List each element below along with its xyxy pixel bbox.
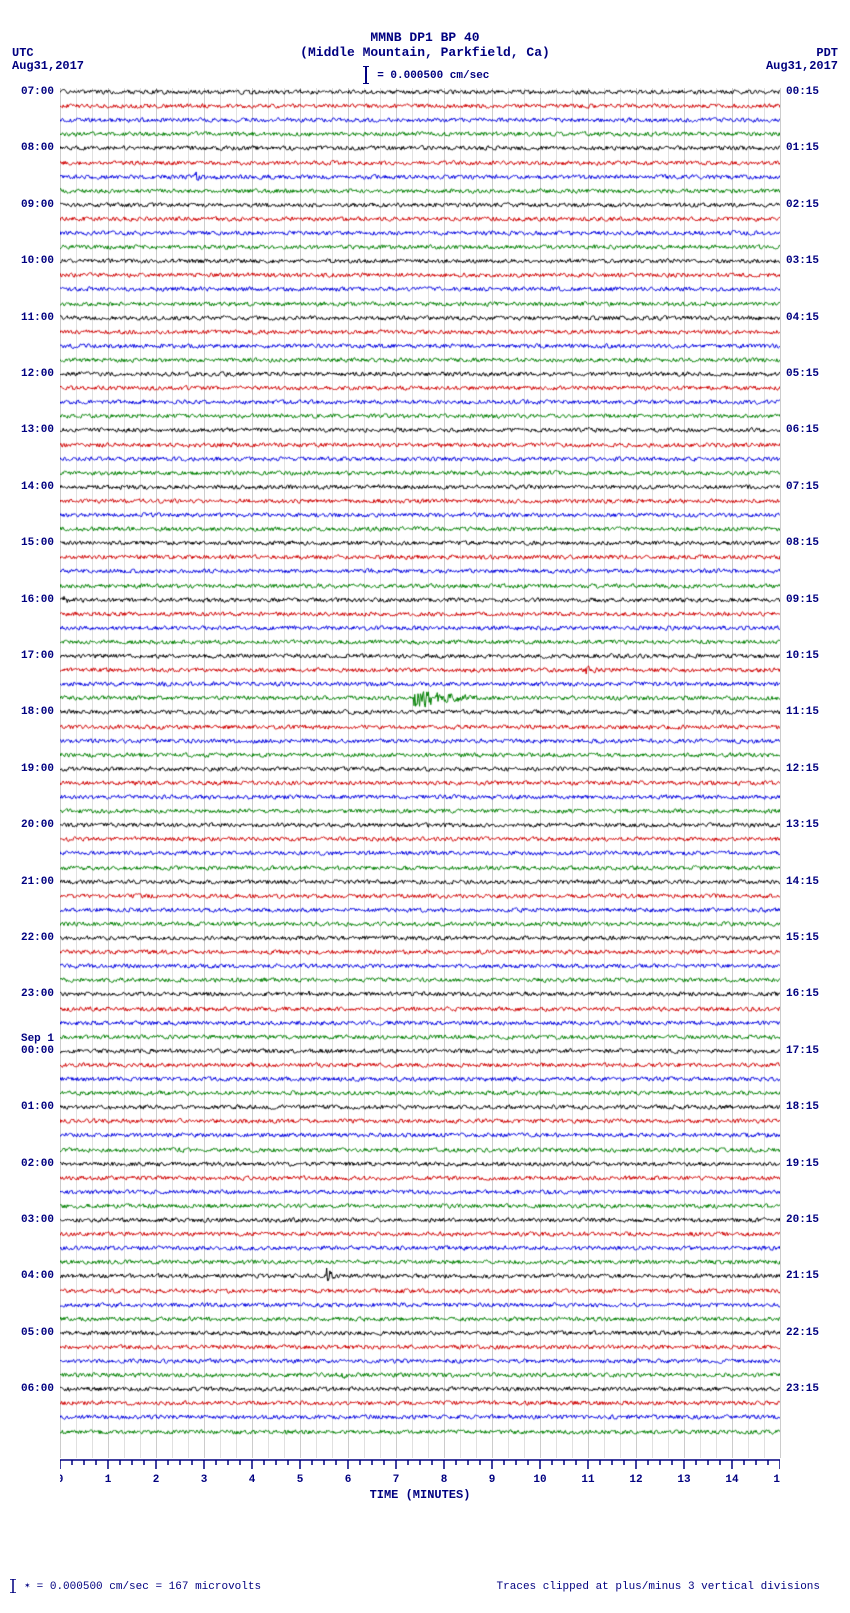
svg-text:15: 15 [773,1474,780,1486]
utc-time-label: 18:00 [0,707,54,718]
utc-time-label: 08:00 [0,143,54,154]
utc-time-label: 15:00 [0,538,54,549]
svg-text:13: 13 [677,1474,691,1486]
footer-right: Traces clipped at plus/minus 3 vertical … [497,1581,820,1593]
svg-text:1: 1 [105,1474,112,1486]
station-code: MMNB DP1 BP 40 [0,30,850,45]
date-left: Aug31,2017 [12,59,84,73]
trace-row [60,1412,780,1452]
pdt-time-label: 01:15 [786,143,819,154]
pdt-time-label: 22:15 [786,1328,819,1339]
utc-time-label: 09:00 [0,200,54,211]
utc-time-label: 02:00 [0,1159,54,1170]
timezone-left: UTC [12,46,34,60]
utc-time-label: 22:00 [0,933,54,944]
station-location: (Middle Mountain, Parkfield, Ca) [0,45,850,60]
footer-left-text: = 0.000500 cm/sec = 167 microvolts [37,1581,261,1593]
pdt-time-label: 14:15 [786,877,819,888]
svg-text:9: 9 [489,1474,496,1486]
utc-time-label: 12:00 [0,369,54,380]
pdt-time-label: 15:15 [786,933,819,944]
utc-time-label: 17:00 [0,651,54,662]
pdt-time-label: 16:15 [786,989,819,1000]
pdt-time-label: 05:15 [786,369,819,380]
pdt-time-label: 03:15 [786,256,819,267]
date-right: Aug31,2017 [766,59,838,73]
utc-time-label: 14:00 [0,482,54,493]
utc-time-label: 06:00 [0,1384,54,1395]
svg-text:8: 8 [441,1474,448,1486]
svg-text:3: 3 [201,1474,208,1486]
pdt-time-label: 07:15 [786,482,819,493]
utc-time-label: 03:00 [0,1215,54,1226]
utc-time-label: 19:00 [0,764,54,775]
utc-time-label: 11:00 [0,313,54,324]
pdt-time-label: 18:15 [786,1102,819,1113]
footer-left: ✶ = 0.000500 cm/sec = 167 microvolts [8,1579,261,1593]
svg-text:0: 0 [60,1474,63,1486]
pdt-time-label: 09:15 [786,595,819,606]
svg-text:10: 10 [533,1474,546,1486]
svg-text:2: 2 [153,1474,160,1486]
day-change-label: Sep 1 [0,1033,54,1045]
utc-time-label: 16:00 [0,595,54,606]
pdt-time-label: 19:15 [786,1159,819,1170]
footer-scale-bar-icon [8,1579,18,1593]
pdt-time-label: 11:15 [786,707,819,718]
x-axis: 0123456789101112131415 TIME (MINUTES) [60,1458,780,1508]
utc-time-label: 05:00 [0,1328,54,1339]
utc-time-label: 07:00 [0,87,54,98]
svg-text:7: 7 [393,1474,400,1486]
pdt-time-label: 02:15 [786,200,819,211]
seismic-trace [60,1412,780,1452]
utc-time-label: 23:00 [0,989,54,1000]
helicorder-plot: 07:0000:1508:0001:1509:0002:1510:0003:15… [60,88,780,1458]
pdt-time-label: 08:15 [786,538,819,549]
svg-text:14: 14 [725,1474,739,1486]
svg-text:6: 6 [345,1474,352,1486]
utc-time-label: 21:00 [0,877,54,888]
x-axis-title: TIME (MINUTES) [60,1488,780,1502]
pdt-time-label: 10:15 [786,651,819,662]
x-axis-ticks: 0123456789101112131415 [60,1458,780,1488]
utc-time-label: 20:00 [0,820,54,831]
gridline [780,88,781,1458]
utc-time-label: 13:00 [0,425,54,436]
pdt-time-label: 20:15 [786,1215,819,1226]
pdt-time-label: 04:15 [786,313,819,324]
pdt-time-label: 00:15 [786,87,819,98]
utc-time-label: 10:00 [0,256,54,267]
svg-text:11: 11 [581,1474,595,1486]
pdt-time-label: 06:15 [786,425,819,436]
svg-text:12: 12 [629,1474,642,1486]
utc-time-label: 00:00 [0,1046,54,1057]
svg-text:4: 4 [249,1474,256,1486]
svg-text:5: 5 [297,1474,304,1486]
pdt-time-label: 13:15 [786,820,819,831]
timezone-right: PDT [816,46,838,60]
pdt-time-label: 17:15 [786,1046,819,1057]
utc-time-label: 04:00 [0,1271,54,1282]
pdt-time-label: 21:15 [786,1271,819,1282]
pdt-time-label: 23:15 [786,1384,819,1395]
utc-time-label: 01:00 [0,1102,54,1113]
pdt-time-label: 12:15 [786,764,819,775]
